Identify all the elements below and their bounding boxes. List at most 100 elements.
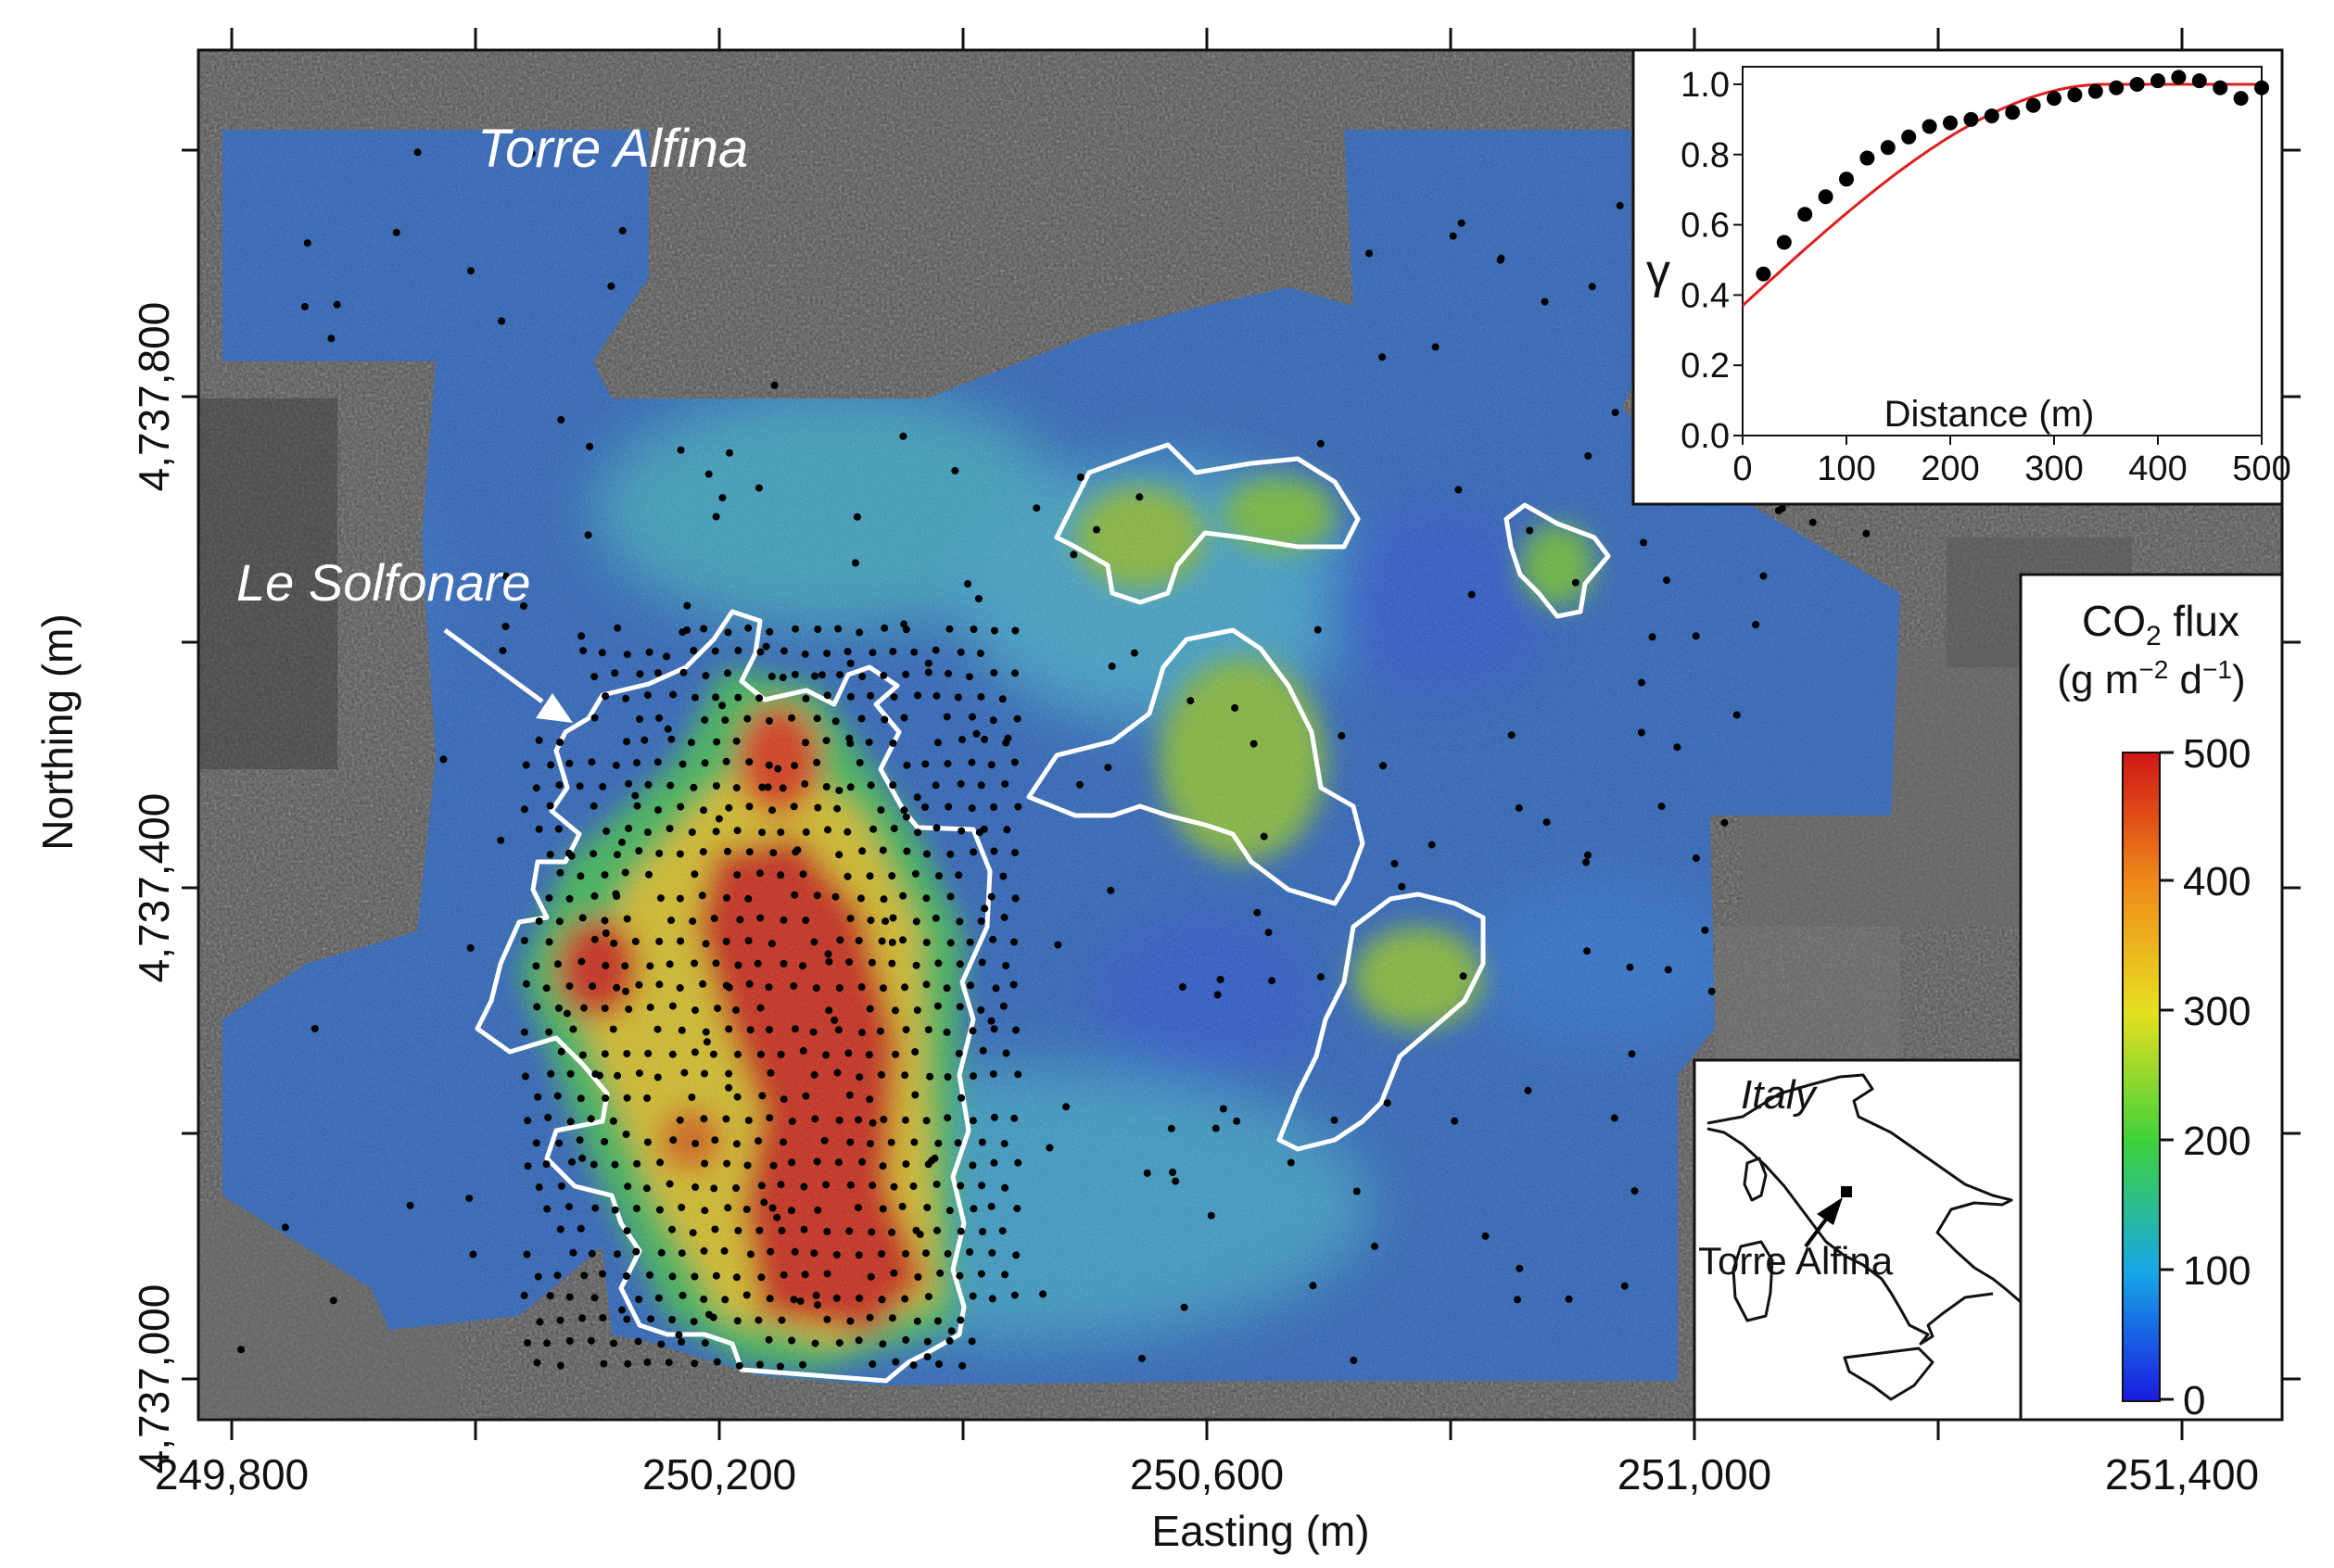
sample-point: [932, 781, 940, 790]
sample-point: [944, 1249, 952, 1258]
sample-point: [545, 893, 553, 902]
sample-point: [800, 1182, 808, 1191]
sample-point: [879, 1162, 887, 1170]
sample-point: [788, 1336, 796, 1345]
sample-point: [702, 1028, 710, 1036]
sample-point: [623, 1094, 631, 1102]
sample-point: [844, 1049, 853, 1057]
variogram-point: [1859, 150, 1875, 166]
sample-point: [767, 672, 776, 680]
sample-point: [844, 828, 852, 836]
colorbar-tick-label: 300: [2183, 989, 2251, 1034]
sample-point: [869, 825, 878, 833]
sample-point: [903, 847, 911, 855]
sample-point: [733, 827, 742, 835]
sample-point: [855, 1251, 863, 1259]
sample-point: [766, 627, 774, 636]
sample-point: [646, 1004, 654, 1011]
sample-point: [924, 668, 932, 677]
sample-point: [735, 1361, 743, 1370]
sample-point: [534, 1093, 542, 1101]
sample-point: [1862, 529, 1871, 537]
sample-point: [879, 1340, 887, 1348]
sample-point: [618, 226, 627, 234]
sample-point: [818, 671, 826, 679]
sample-point: [712, 693, 720, 702]
sample-point: [756, 648, 765, 656]
sample-point: [1541, 297, 1549, 306]
sample-point: [956, 1003, 964, 1011]
sample-point: [709, 1050, 717, 1058]
sample-point: [710, 1184, 718, 1193]
contour-central: [1026, 627, 1365, 906]
sample-point: [237, 1346, 245, 1354]
sample-point: [831, 1016, 839, 1024]
sample-point: [547, 1069, 555, 1078]
sample-point: [755, 1360, 764, 1369]
sample-point: [1313, 626, 1322, 634]
sample-point: [543, 1339, 552, 1347]
sample-point: [810, 938, 818, 946]
sample-point: [721, 1296, 729, 1304]
sample-point: [1316, 973, 1325, 981]
sample-point: [718, 494, 727, 502]
sample-point: [877, 806, 885, 815]
sample-point: [845, 1227, 854, 1235]
sample-point: [644, 780, 653, 789]
sample-point: [1010, 758, 1019, 766]
sample-point: [622, 1272, 630, 1280]
variogram-y-tick-label: 0.8: [1681, 136, 1730, 175]
sample-point: [787, 1207, 795, 1215]
sample-point: [724, 628, 732, 637]
sample-point: [1526, 526, 1534, 535]
variogram-x-tick-labels: 0 100 200 300 400 500: [1732, 449, 2290, 488]
sample-point: [663, 652, 671, 661]
sample-point: [923, 1353, 932, 1361]
sample-point: [623, 1050, 631, 1057]
sample-point: [655, 1206, 664, 1214]
variogram-point: [1797, 207, 1813, 222]
sample-point: [957, 779, 965, 788]
sample-point: [958, 736, 967, 744]
sample-point: [654, 669, 662, 677]
sample-point: [887, 1138, 895, 1146]
sample-point: [767, 1247, 775, 1256]
sample-point: [501, 572, 510, 580]
sample-point: [724, 669, 731, 677]
x-tick-labels: 249,800 250,200 250,600 251,000 251,400: [155, 1450, 2259, 1498]
co2-flux-heatmap: [222, 130, 1900, 1385]
sample-point: [602, 1094, 610, 1102]
sample-point: [623, 1315, 631, 1323]
sample-point: [831, 717, 840, 726]
sample-point: [813, 758, 821, 766]
sample-point: [657, 1340, 666, 1348]
sample-point: [788, 1118, 796, 1125]
sample-point: [533, 1359, 541, 1367]
sample-point: [902, 1160, 910, 1169]
sample-point: [1454, 486, 1463, 494]
sample-point: [584, 531, 592, 539]
sample-point: [701, 1207, 709, 1215]
sample-point: [625, 824, 633, 832]
sample-point: [666, 1180, 674, 1188]
sample-point: [577, 1094, 585, 1103]
sample-point: [902, 1335, 910, 1344]
sample-point: [691, 959, 699, 967]
sample-point: [664, 725, 672, 733]
sample-point: [969, 1117, 977, 1125]
sample-point: [602, 692, 610, 701]
sample-point: [979, 1046, 987, 1055]
sample-point: [1588, 283, 1596, 291]
sample-point: [669, 1136, 678, 1144]
sample-point: [856, 759, 864, 766]
sample-point: [802, 828, 810, 836]
sample-point: [946, 939, 955, 947]
sample-point: [755, 1137, 763, 1145]
colorbar-units: (g m−2 d−1): [2057, 655, 2245, 702]
sample-point: [613, 983, 621, 992]
sample-point: [1014, 803, 1022, 811]
sample-point: [656, 1158, 665, 1167]
sample-point: [744, 894, 753, 903]
sample-point: [1010, 938, 1018, 946]
sample-point: [599, 782, 607, 790]
